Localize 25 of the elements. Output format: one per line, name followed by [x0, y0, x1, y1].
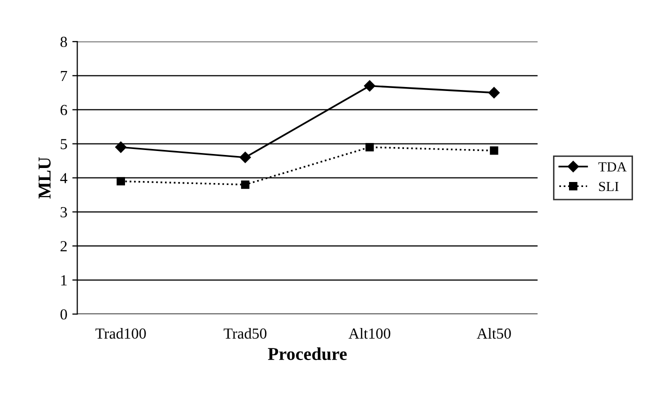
x-tick-label: Trad100 — [95, 328, 146, 339]
x-axis-title: Procedure — [268, 347, 347, 360]
point — [240, 152, 251, 164]
point — [116, 177, 125, 186]
legend-label: TDA — [598, 162, 627, 172]
point — [364, 80, 376, 92]
y-tick-label: 1 — [61, 275, 67, 286]
x-tick-label: Alt50 — [476, 328, 511, 339]
y-tick-label: 8 — [60, 36, 67, 48]
y-tick-label: 3 — [60, 207, 67, 218]
y-tick-label: 4 — [60, 173, 68, 184]
point — [115, 142, 126, 153]
y-tick-label: 0 — [60, 309, 67, 320]
point — [241, 180, 250, 189]
y-axis-title: MLU — [38, 157, 51, 199]
y-tick-label: 6 — [60, 104, 68, 116]
y-tick-label: 7 — [60, 70, 68, 81]
point — [365, 143, 374, 152]
point — [490, 146, 498, 155]
point — [488, 87, 500, 98]
y-tick-label: 5 — [60, 139, 67, 150]
x-tick-label: Trad50 — [224, 328, 266, 339]
y-tick-label: 2 — [60, 241, 67, 252]
legend-label: SLI — [599, 182, 619, 192]
x-tick-label: Alt100 — [348, 328, 390, 339]
